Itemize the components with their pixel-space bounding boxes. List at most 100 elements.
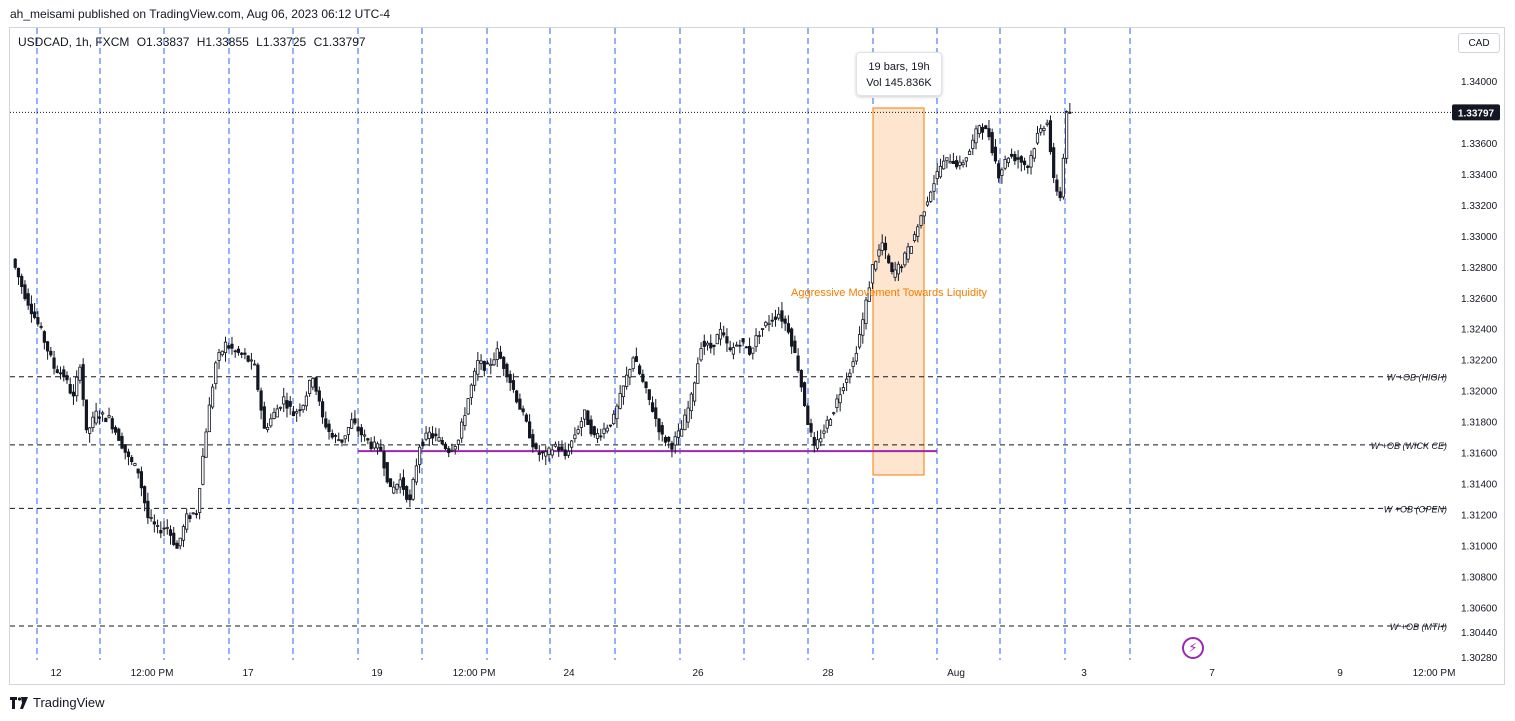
candle-body: [880, 242, 884, 251]
candle-body: [45, 341, 50, 352]
candle-body: [945, 157, 949, 162]
level-label-0: W +OB (HIGH): [1387, 373, 1447, 383]
candle-body: [579, 421, 583, 428]
time-tick-label: 12: [50, 668, 62, 679]
candle-body: [964, 157, 968, 162]
candle-body: [573, 434, 577, 440]
candle-body: [605, 427, 609, 432]
time-tick-label: 3: [1081, 668, 1087, 679]
candle-body: [1058, 191, 1062, 199]
candle-body: [861, 319, 865, 336]
candle-body: [427, 431, 431, 440]
range-tooltip: 19 bars, 19h Vol 145.836K: [856, 52, 942, 96]
candle-body: [191, 512, 195, 515]
candle-body: [75, 376, 79, 397]
candle-body: [683, 414, 687, 431]
candle-body: [324, 418, 328, 428]
price-axis[interactable]: 1.34000 1.33600 1.33400 1.33200 1.33000 1.328…: [1461, 77, 1498, 664]
candle-body: [628, 369, 632, 378]
candle-body: [408, 494, 412, 501]
candle-body: [243, 352, 247, 355]
candle-body: [625, 374, 629, 387]
candle-body: [58, 372, 63, 375]
last-price-label: 1.33797: [1458, 108, 1495, 119]
candle-body: [660, 425, 664, 435]
candle-body: [764, 321, 768, 327]
candle-body: [1061, 157, 1065, 198]
candle-body: [738, 344, 742, 347]
lightning-icon[interactable]: ⚡: [1182, 637, 1204, 659]
currency-button[interactable]: CAD: [1458, 33, 1500, 53]
candle-body: [566, 451, 571, 456]
candle-body: [388, 478, 393, 488]
candle-body: [961, 162, 965, 166]
candle-body: [107, 415, 111, 418]
candle-body: [563, 449, 567, 457]
candle-body: [783, 318, 787, 324]
candle-body: [806, 405, 810, 425]
level-label-3: W +OB (MTH): [1390, 622, 1447, 632]
candle-body: [644, 381, 648, 389]
candle-body: [1029, 155, 1033, 168]
candle-body: [929, 191, 933, 202]
candle-body: [621, 385, 626, 397]
candle-body: [340, 439, 344, 443]
candle-body: [39, 326, 43, 328]
candles: [13, 103, 1072, 550]
candle-body: [634, 356, 638, 363]
candle-body: [113, 427, 118, 433]
price-tick-label: 1.32400: [1461, 325, 1498, 336]
candle-body: [236, 348, 241, 353]
footer-brand[interactable]: TradingView: [10, 695, 105, 710]
candle-body: [36, 317, 40, 325]
candle-body: [747, 345, 752, 355]
price-tick-label: 1.31600: [1461, 449, 1498, 460]
candle-body: [680, 428, 684, 437]
candle-body: [993, 146, 998, 162]
candle-body: [686, 407, 690, 423]
time-tick-label: 7: [1209, 668, 1215, 679]
candle-body: [437, 437, 441, 442]
candle-body: [1006, 157, 1010, 163]
candle-body: [23, 284, 27, 300]
candle-body: [214, 362, 218, 384]
candle-body: [595, 433, 600, 439]
price-tick-label: 1.33400: [1461, 170, 1498, 181]
candle-body: [540, 451, 545, 454]
candle-body: [777, 313, 781, 319]
time-tick-label: Aug: [947, 668, 965, 679]
candle-body: [615, 405, 619, 420]
candle-body: [168, 529, 173, 536]
candle-body: [405, 486, 409, 500]
candle-body: [786, 323, 791, 333]
candle-body: [890, 262, 894, 273]
candle-body: [582, 409, 587, 420]
time-axis[interactable]: 12 12:00 PM 17 19 12:00 PM 24 26 28 Aug 3 7 9 12:00 …: [50, 668, 1455, 679]
candle-body: [285, 400, 289, 409]
candle-body: [1065, 111, 1069, 159]
candle-body: [363, 434, 367, 437]
candle-body: [291, 411, 296, 417]
candle-body: [1035, 132, 1040, 144]
candle-body: [608, 424, 613, 427]
candle-body: [356, 426, 360, 432]
time-tick-label: 26: [692, 668, 704, 679]
candle-body: [1016, 157, 1020, 160]
candle-body: [314, 377, 318, 392]
candle-body: [84, 399, 89, 431]
candle-body: [828, 419, 833, 426]
candle-body: [337, 439, 341, 442]
candle-body: [874, 261, 878, 270]
candle-body: [1010, 153, 1014, 157]
candle-body: [799, 370, 803, 388]
candle-body: [570, 440, 574, 448]
candle-body: [502, 356, 506, 369]
candle-body: [1045, 122, 1049, 125]
candle-body: [1032, 148, 1036, 159]
candle-body: [256, 364, 260, 390]
candle-body: [434, 433, 438, 437]
candle-body: [207, 404, 211, 433]
candle-body: [900, 266, 904, 269]
candle-body: [479, 360, 483, 364]
